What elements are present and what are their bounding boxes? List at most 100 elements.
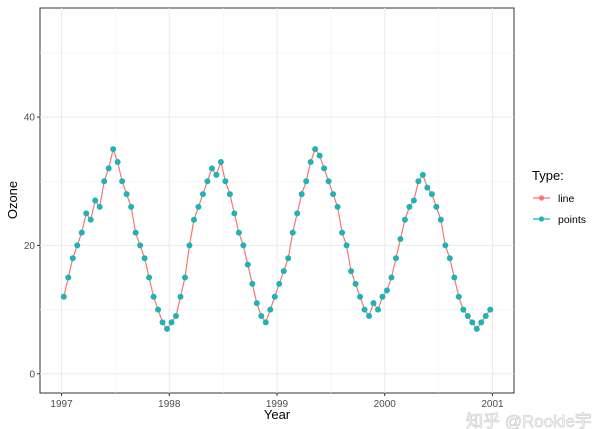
data-point — [383, 287, 390, 294]
data-point — [428, 191, 435, 198]
data-point — [294, 210, 301, 217]
data-point — [132, 229, 139, 236]
x-tick-label: 2001 — [481, 399, 504, 410]
data-point — [451, 274, 458, 281]
data-point — [258, 313, 265, 319]
line-segment — [287, 232, 294, 259]
data-point — [379, 293, 386, 300]
gridlines — [40, 8, 514, 393]
data-point — [424, 184, 431, 191]
data-point — [78, 229, 85, 236]
data-point — [114, 159, 121, 165]
data-point — [74, 242, 81, 249]
data-point — [334, 203, 341, 210]
y-axis-title: Ozone — [5, 181, 20, 219]
legend-label-line: line — [558, 193, 575, 205]
line-segment — [229, 193, 235, 214]
data-point — [298, 191, 305, 198]
line-segment — [345, 245, 352, 272]
data-point — [339, 229, 346, 236]
line-segment — [247, 264, 253, 285]
data-point — [87, 216, 94, 223]
line-segment — [148, 277, 155, 297]
data-point — [83, 210, 90, 217]
line-segment — [67, 258, 74, 278]
data-point — [325, 178, 332, 185]
legend-key-line-dot — [538, 195, 545, 201]
data-point — [235, 229, 242, 236]
data-point — [128, 203, 135, 210]
data-point — [181, 274, 188, 281]
data-point — [146, 274, 153, 281]
data-point — [410, 197, 417, 204]
data-point — [464, 313, 471, 319]
legend-label-points: points — [558, 214, 586, 226]
data-point — [168, 319, 175, 326]
data-point — [271, 293, 278, 300]
data-point — [213, 171, 220, 178]
data-point — [159, 319, 166, 326]
legend-key-points-dot — [538, 216, 545, 222]
data-point — [330, 191, 337, 198]
line-segment — [108, 149, 114, 169]
data-point — [105, 165, 112, 172]
data-point — [316, 152, 323, 159]
data-point — [231, 210, 238, 217]
data-point — [244, 261, 251, 268]
data-point — [195, 203, 202, 210]
line-segment — [395, 238, 402, 259]
data-point — [226, 191, 233, 198]
line-segment — [144, 258, 150, 278]
data-point — [303, 178, 310, 185]
line-segment — [233, 213, 240, 233]
x-tick-label: 1999 — [266, 399, 289, 410]
y-tick-label: 40 — [24, 113, 36, 124]
data-point — [199, 191, 206, 198]
data-point — [460, 306, 467, 313]
data-marks — [60, 146, 494, 332]
x-tick-label: 1997 — [50, 399, 73, 410]
data-point — [312, 146, 319, 153]
data-point — [186, 242, 193, 249]
data-point — [289, 229, 296, 236]
line-segment — [292, 213, 298, 233]
data-point — [388, 274, 395, 281]
data-point — [357, 293, 364, 300]
line-segment — [242, 245, 249, 265]
data-point — [397, 236, 404, 242]
line-segment — [251, 283, 258, 304]
line-segment — [390, 258, 397, 278]
line-segment — [63, 277, 69, 297]
data-point — [478, 319, 485, 326]
line-segment — [179, 277, 186, 297]
data-point — [442, 242, 449, 249]
data-point — [366, 313, 373, 319]
data-point — [280, 268, 287, 275]
line-segment — [184, 245, 191, 278]
line-segment — [81, 213, 87, 233]
data-point — [437, 216, 444, 223]
data-point — [69, 255, 76, 262]
data-point — [155, 306, 162, 313]
data-point — [65, 274, 72, 281]
data-point — [267, 306, 274, 313]
data-point — [374, 306, 381, 313]
data-point — [487, 306, 494, 313]
data-point — [137, 242, 144, 249]
data-point — [119, 178, 126, 185]
data-point — [123, 191, 130, 198]
line-segment — [175, 296, 182, 317]
data-point — [401, 216, 408, 223]
data-point — [482, 313, 489, 319]
data-point — [415, 178, 422, 185]
data-point — [222, 178, 229, 185]
data-point — [276, 280, 283, 287]
data-point — [446, 255, 453, 262]
data-point — [110, 146, 117, 153]
line-segment — [453, 277, 460, 297]
data-point — [253, 300, 260, 307]
data-point — [433, 203, 440, 210]
line-segment — [188, 219, 195, 246]
data-point — [321, 165, 328, 172]
